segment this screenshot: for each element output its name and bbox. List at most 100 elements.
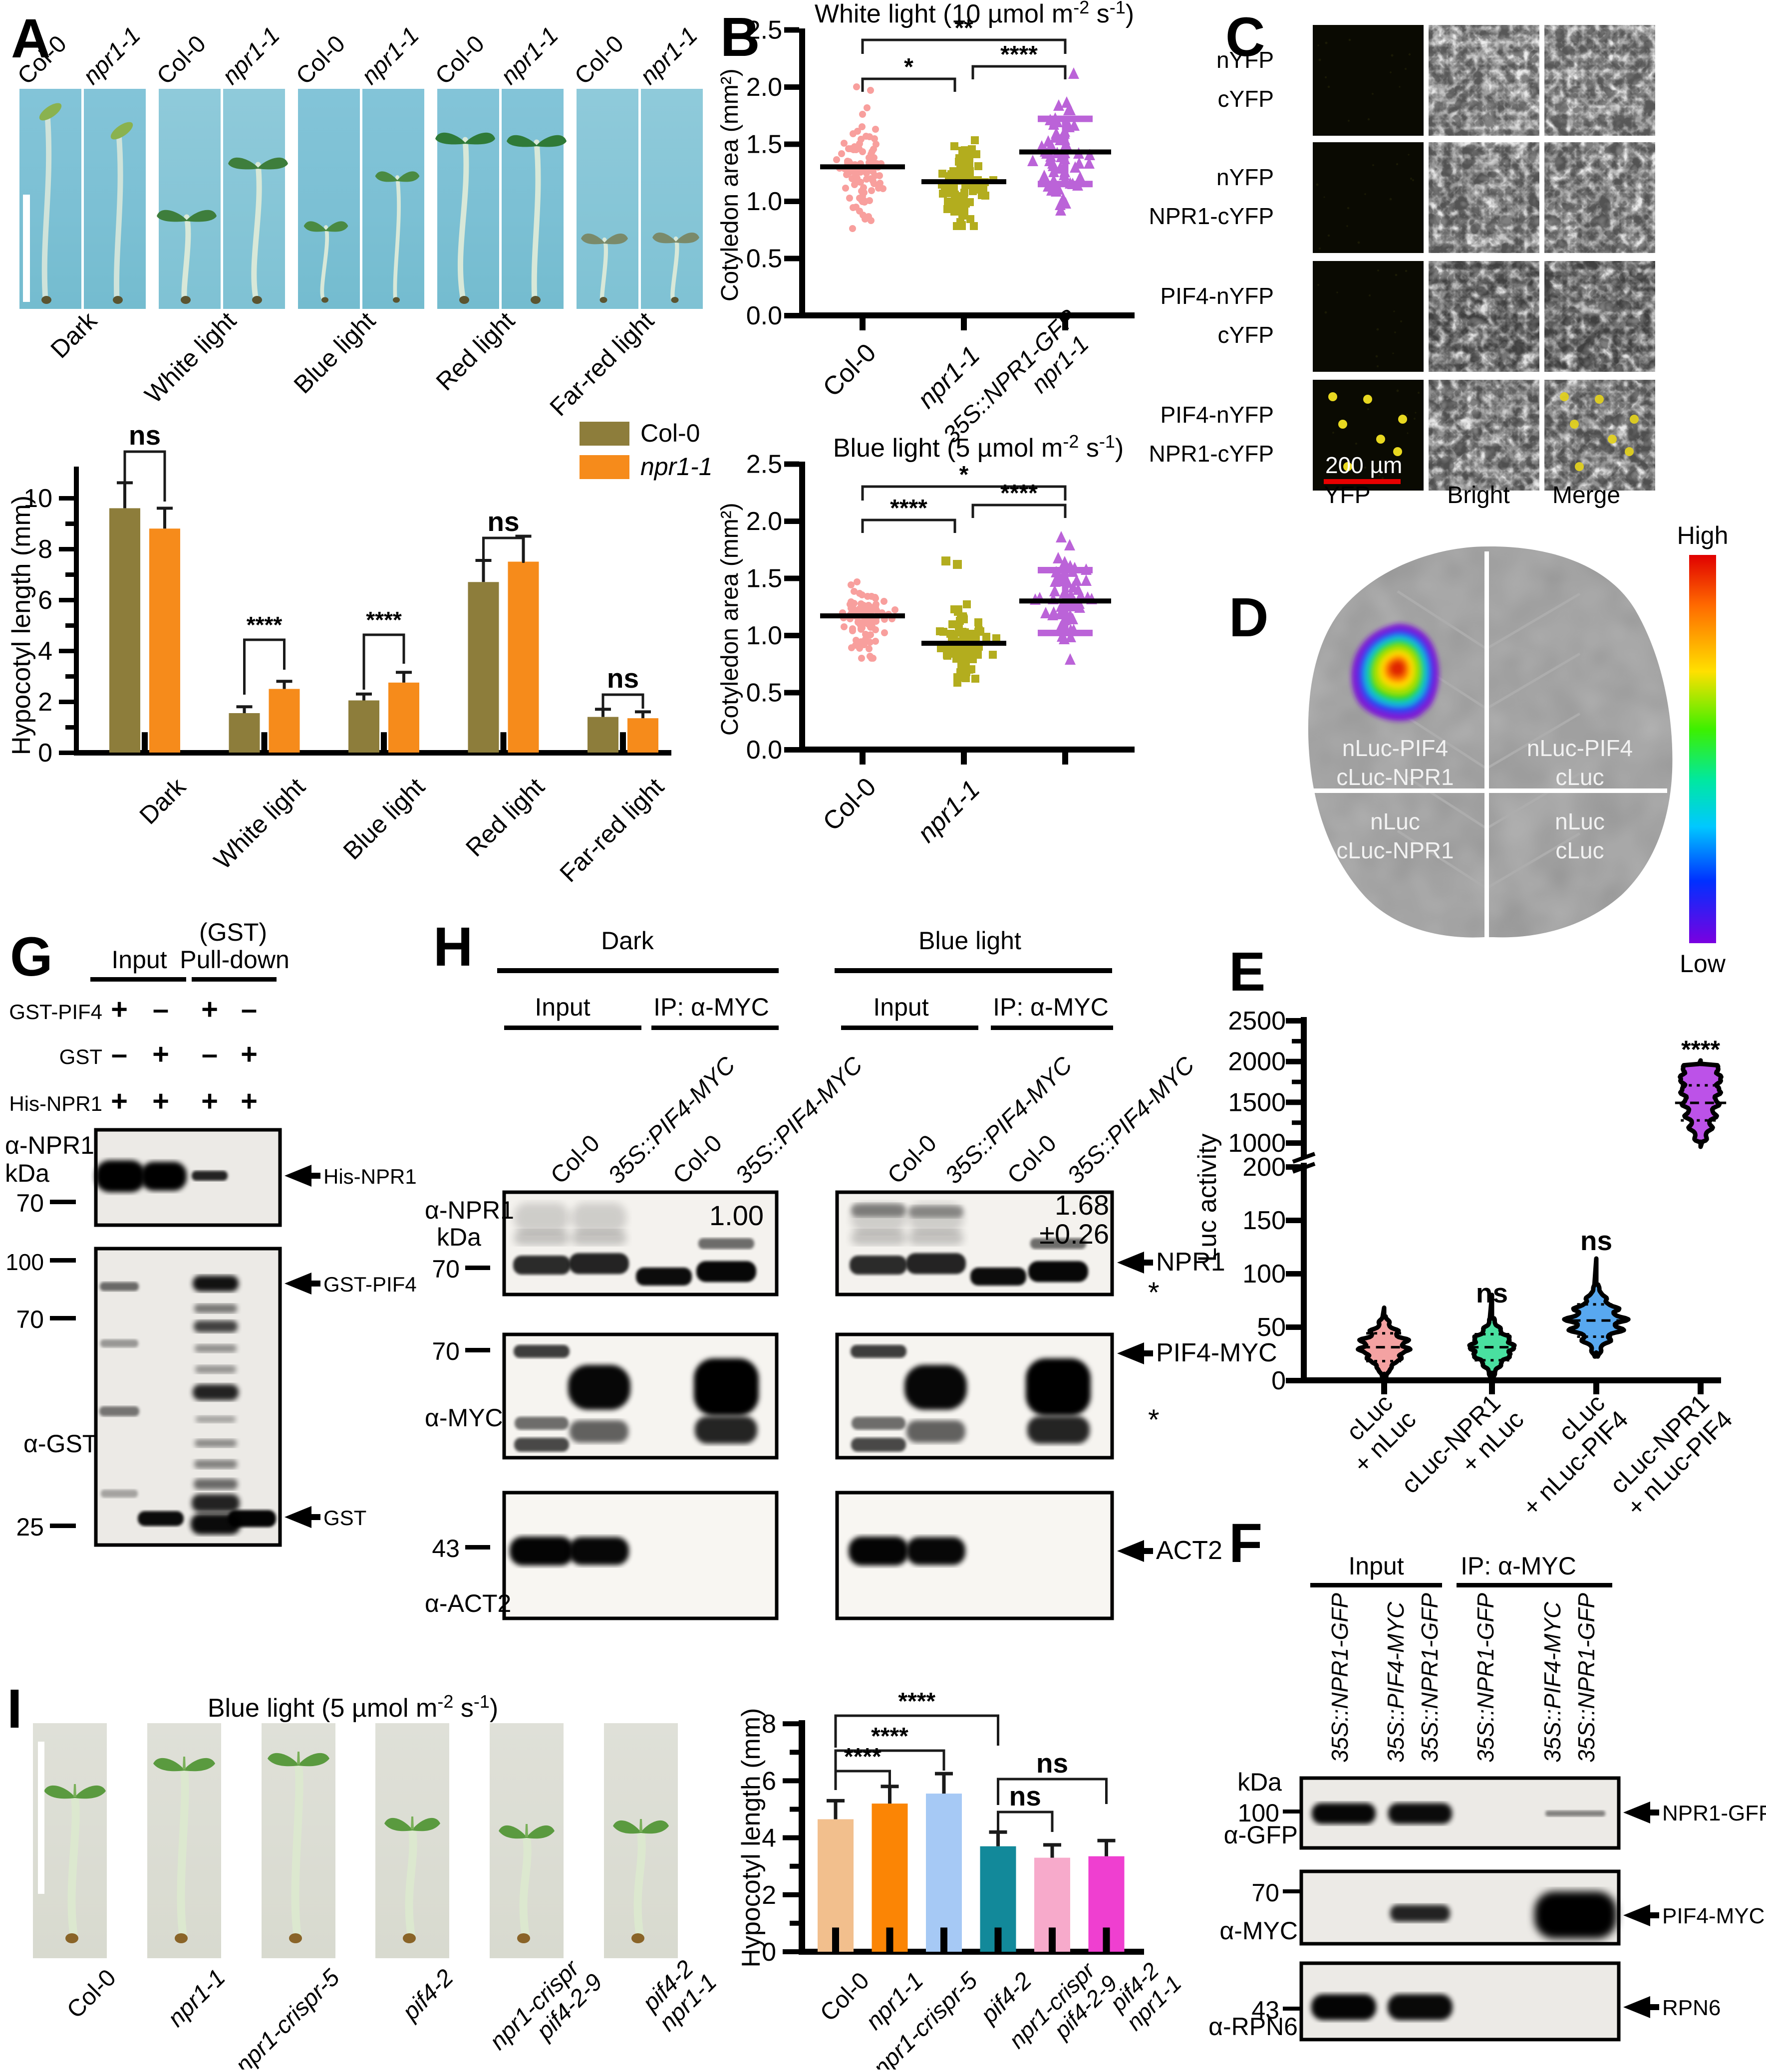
svg-text:****: ****	[1000, 480, 1038, 507]
svg-text:±0.26: ±0.26	[1039, 1218, 1109, 1250]
svg-text:IP: α-MYC: IP: α-MYC	[1461, 1552, 1576, 1580]
svg-text:cLuc: cLuc	[1555, 837, 1604, 863]
svg-text:Col-0: Col-0	[1002, 1130, 1062, 1189]
svg-text:nLuc: nLuc	[1370, 808, 1420, 834]
svg-text:npr1-1: npr1-1	[217, 22, 285, 90]
svg-text:Hypocotyl length (mm): Hypocotyl length (mm)	[737, 1708, 766, 1968]
svg-text:2.0: 2.0	[746, 73, 782, 102]
svg-text:Blue light (5 µmol m-2 s-1): Blue light (5 µmol m-2 s-1)	[833, 431, 1124, 463]
svg-text:npr1-1: npr1-1	[912, 775, 985, 848]
svg-text:2: 2	[38, 688, 52, 717]
svg-text:+: +	[111, 1085, 128, 1117]
svg-text:Dark: Dark	[45, 306, 103, 363]
svg-text:–: –	[153, 993, 169, 1026]
svg-text:****: ****	[844, 1744, 882, 1770]
svg-text:+: +	[152, 1085, 169, 1117]
svg-text:70: 70	[16, 1189, 44, 1217]
svg-text:ACT2: ACT2	[1156, 1536, 1222, 1565]
svg-text:****: ****	[871, 1723, 908, 1750]
svg-text:70: 70	[432, 1337, 460, 1365]
svg-text:I: I	[7, 1678, 22, 1740]
svg-text:****: ****	[898, 1688, 935, 1715]
svg-text:****: ****	[247, 612, 283, 638]
svg-text:2.0: 2.0	[746, 507, 782, 536]
svg-text:NPR1: NPR1	[1156, 1248, 1225, 1277]
svg-text:Bright: Bright	[1447, 482, 1509, 509]
svg-text:High: High	[1677, 521, 1729, 549]
svg-text:ns: ns	[129, 420, 161, 451]
svg-text:D: D	[1229, 587, 1268, 648]
svg-text:70: 70	[16, 1305, 44, 1333]
svg-text:PIF4-nYFP: PIF4-nYFP	[1160, 402, 1274, 428]
svg-text:–: –	[241, 993, 257, 1026]
svg-text:+: +	[201, 993, 218, 1026]
svg-text:Merge: Merge	[1552, 482, 1620, 509]
svg-text:NPR1-GFP: NPR1-GFP	[1662, 1801, 1766, 1825]
svg-text:npr1-1: npr1-1	[635, 22, 703, 90]
svg-text:35S::NPR1-GFP: 35S::NPR1-GFP	[1417, 1593, 1443, 1763]
svg-text:cYFP: cYFP	[1218, 322, 1274, 348]
svg-text:4: 4	[762, 1824, 776, 1853]
svg-text:10: 10	[23, 484, 52, 513]
svg-text:150: 150	[1242, 1206, 1286, 1235]
svg-text:2000: 2000	[1228, 1047, 1286, 1076]
svg-text:Blue light: Blue light	[289, 306, 381, 399]
svg-text:1.0: 1.0	[746, 621, 782, 650]
svg-text:ns: ns	[1476, 1278, 1508, 1308]
svg-text:Input: Input	[1348, 1552, 1404, 1580]
svg-text:α-ACT2: α-ACT2	[425, 1589, 511, 1617]
svg-text:Input: Input	[873, 993, 928, 1021]
svg-text:nLuc-PIF4: nLuc-PIF4	[1342, 735, 1448, 761]
svg-text:2.5: 2.5	[746, 450, 782, 479]
svg-text:His-NPR1: His-NPR1	[9, 1092, 102, 1115]
svg-text:Red light: Red light	[431, 306, 520, 396]
svg-text:ns: ns	[1009, 1781, 1041, 1812]
svg-text:0.5: 0.5	[746, 679, 782, 708]
svg-text:His-NPR1: His-NPR1	[323, 1165, 417, 1188]
svg-text:White light: White light	[209, 773, 311, 875]
svg-text:0: 0	[1271, 1366, 1286, 1395]
svg-text:*: *	[1148, 1277, 1160, 1309]
svg-text:+: +	[241, 1085, 258, 1117]
svg-text:npr1-1: npr1-1	[78, 22, 146, 90]
svg-text:ns: ns	[1580, 1225, 1612, 1256]
svg-text:+: +	[201, 1085, 218, 1117]
svg-text:IP: α-MYC: IP: α-MYC	[993, 993, 1109, 1021]
svg-text:35S::PIF4-MYC: 35S::PIF4-MYC	[1383, 1601, 1409, 1763]
svg-text:Input: Input	[535, 993, 590, 1021]
svg-text:npr1-crispr-5: npr1-crispr-5	[231, 1964, 345, 2070]
svg-text:200 µm: 200 µm	[1325, 452, 1402, 478]
svg-text:+: +	[241, 1038, 258, 1070]
svg-text:nLuc: nLuc	[1555, 808, 1605, 834]
svg-text:NPR1-cYFP: NPR1-cYFP	[1149, 203, 1274, 229]
svg-text:4: 4	[38, 637, 52, 666]
svg-text:npr1-1: npr1-1	[356, 22, 424, 90]
svg-text:0: 0	[762, 1938, 776, 1967]
svg-text:GST: GST	[323, 1506, 366, 1530]
svg-text:PIF4-nYFP: PIF4-nYFP	[1160, 283, 1274, 309]
svg-text:GST: GST	[59, 1045, 102, 1068]
svg-text:6: 6	[38, 586, 52, 615]
svg-text:White light: White light	[139, 306, 242, 409]
svg-text:IP: α-MYC: IP: α-MYC	[653, 993, 769, 1021]
svg-text:0: 0	[38, 739, 52, 768]
svg-text:*: *	[904, 54, 913, 80]
svg-text:43: 43	[1251, 1996, 1279, 2024]
svg-text:Red light: Red light	[460, 773, 550, 862]
svg-text:100: 100	[1238, 1799, 1279, 1827]
svg-text:α-NPR1: α-NPR1	[5, 1131, 94, 1159]
svg-text:Col-0: Col-0	[152, 30, 211, 90]
svg-text:NPR1-cYFP: NPR1-cYFP	[1149, 441, 1274, 467]
svg-text:–: –	[111, 1038, 127, 1070]
svg-text:35S::NPR1-GFP: 35S::NPR1-GFP	[1472, 1593, 1498, 1763]
svg-text:Blue light: Blue light	[338, 773, 430, 865]
svg-text:White light (10 µmol m-2 s-1): White light (10 µmol m-2 s-1)	[815, 0, 1134, 28]
svg-text:Col-0: Col-0	[430, 30, 490, 90]
svg-text:C: C	[1225, 6, 1265, 68]
svg-text:H: H	[433, 916, 473, 978]
svg-text:2: 2	[762, 1881, 776, 1910]
svg-text:PIF4-MYC: PIF4-MYC	[1156, 1338, 1277, 1367]
svg-text:43: 43	[432, 1535, 460, 1562]
svg-text:35S::NPR1-GFP: 35S::NPR1-GFP	[1573, 1593, 1599, 1763]
svg-text:α-GST: α-GST	[23, 1430, 97, 1458]
